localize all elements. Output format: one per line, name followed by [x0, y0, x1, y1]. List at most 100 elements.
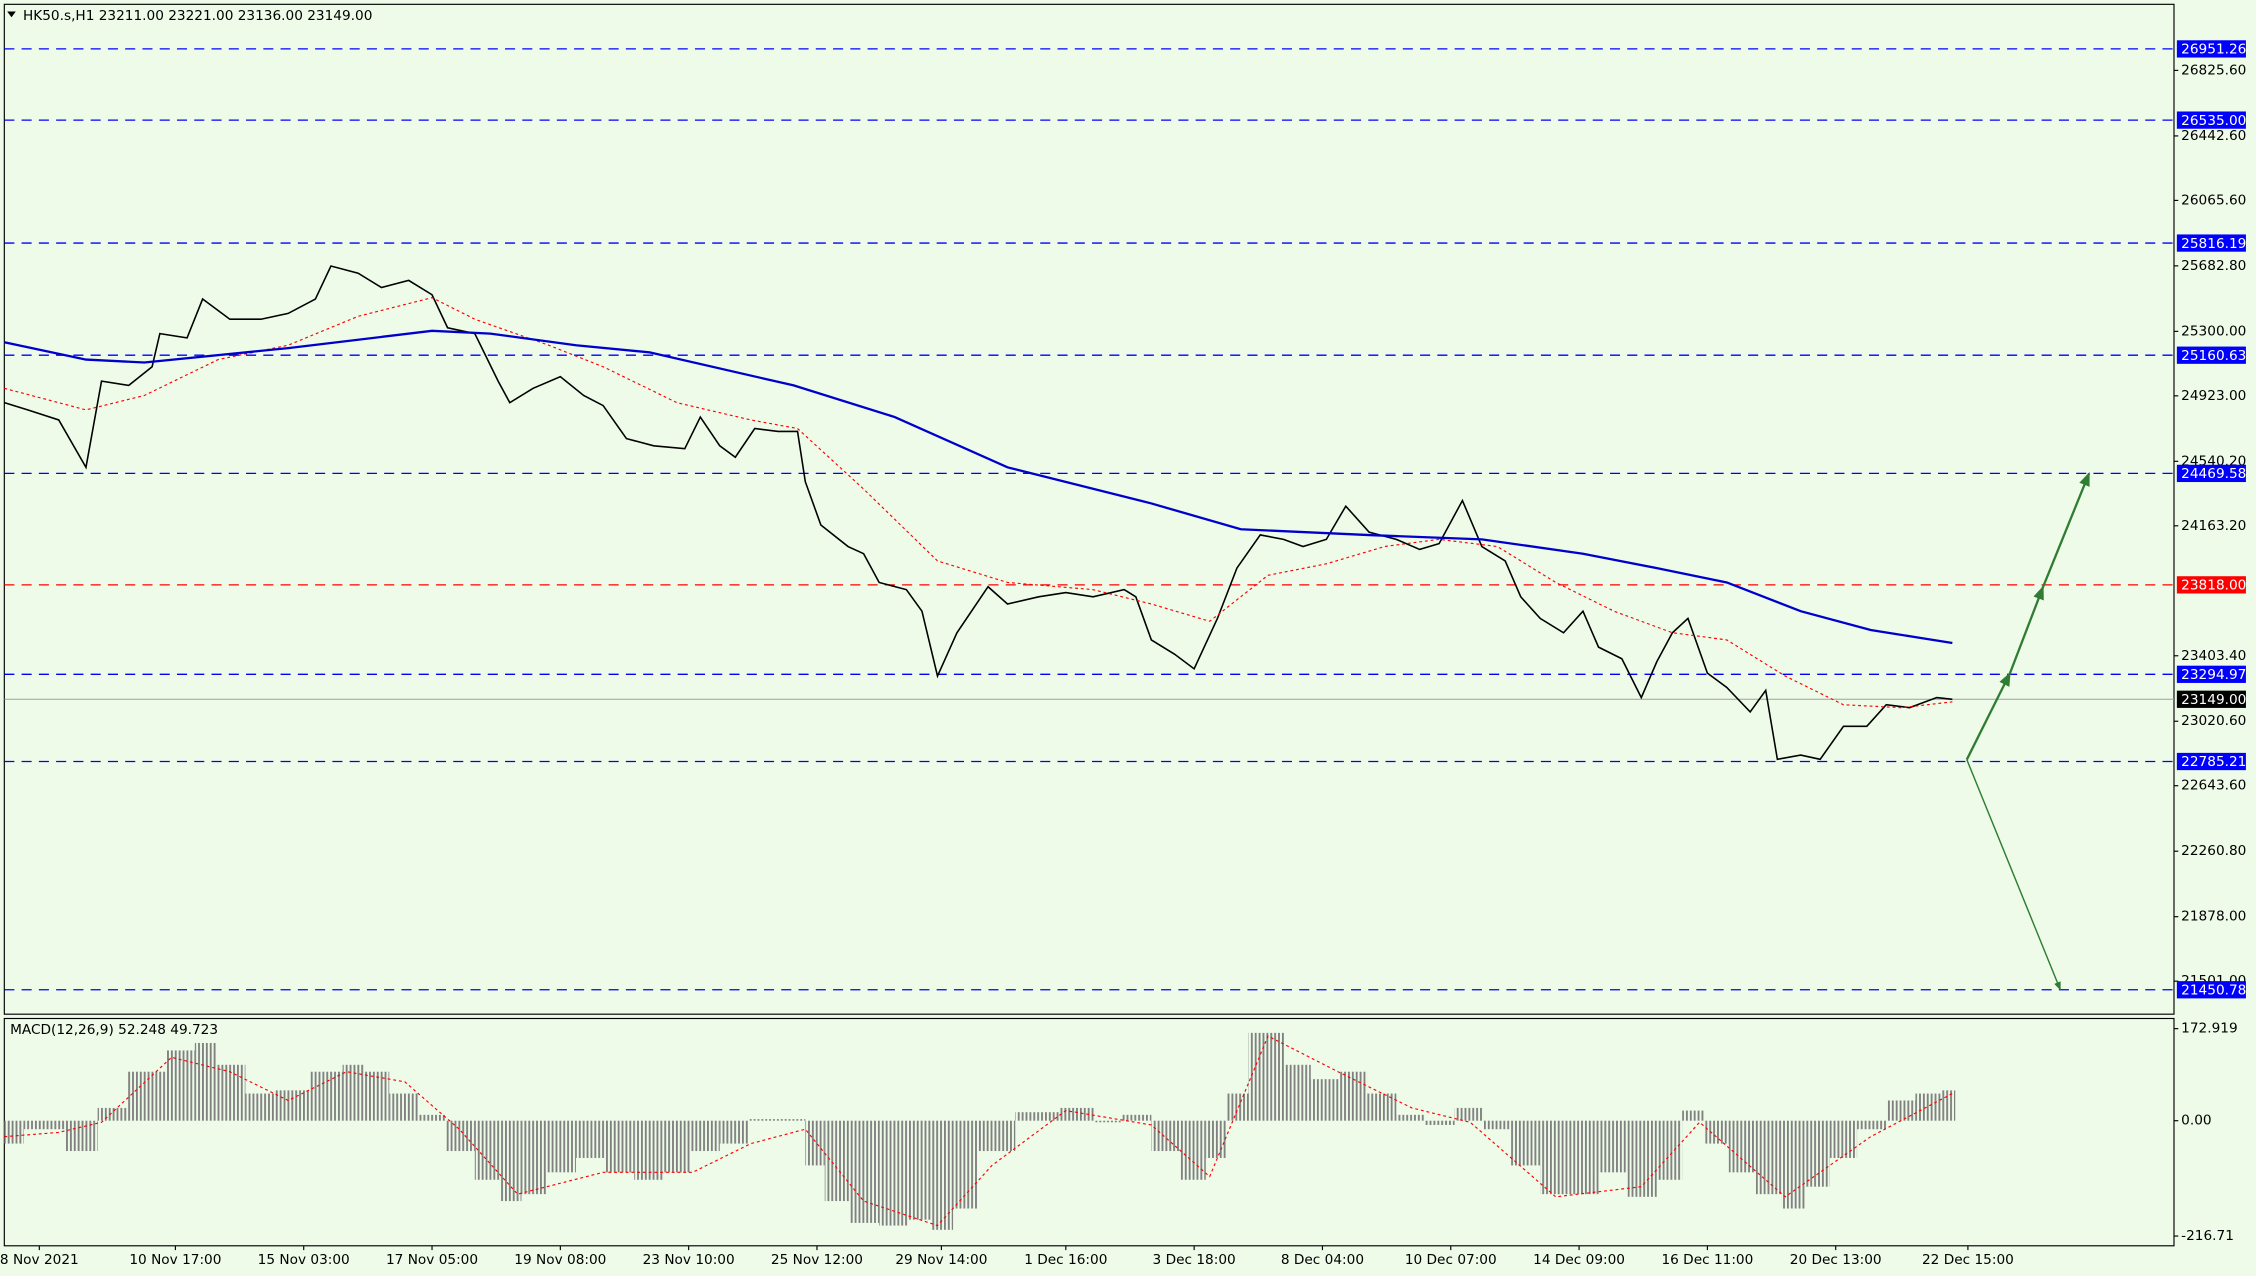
- histogram-bar: [1248, 1032, 1269, 1121]
- x-tick-label: 8 Nov 2021: [0, 1252, 79, 1268]
- x-tick-label: 10 Dec 07:00: [1405, 1252, 1497, 1268]
- histogram-bar: [1285, 1064, 1311, 1121]
- histogram-bar: [1268, 1032, 1286, 1121]
- y-tick-label: 0.00: [2181, 1113, 2211, 1129]
- histogram-bar: [780, 1119, 806, 1121]
- histogram-bar: [1728, 1120, 1756, 1173]
- histogram-bar: [445, 1120, 475, 1152]
- histogram-bar: [126, 1071, 166, 1121]
- histogram-bar: [342, 1064, 364, 1121]
- histogram-bar: [1059, 1107, 1095, 1121]
- histogram-bar: [1886, 1100, 1916, 1121]
- series-line: [4, 329, 1953, 645]
- x-tick-label: 19 Nov 08:00: [514, 1252, 606, 1268]
- level-label: 24469.58: [2181, 466, 2246, 482]
- histogram-bar: [824, 1120, 851, 1202]
- x-tick-label: 17 Nov 05:00: [386, 1252, 478, 1268]
- histogram-bar: [575, 1120, 606, 1158]
- histogram-bar: [194, 1042, 217, 1121]
- histogram-bar: [1425, 1120, 1455, 1125]
- histogram-bar: [165, 1050, 195, 1121]
- histogram-bar: [418, 1114, 446, 1121]
- macd-title: MACD(12,26,9) 52.248 49.723: [10, 1022, 218, 1038]
- chart-title: HK50.s,H1 23211.00 23221.00 23136.00 231…: [23, 8, 372, 24]
- x-tick-label: 29 Nov 14:00: [895, 1252, 987, 1268]
- arrow: [1965, 672, 2011, 761]
- histogram-bar: [1598, 1120, 1628, 1173]
- histogram-bar: [1015, 1112, 1060, 1121]
- series-line: [4, 1035, 1953, 1227]
- histogram-bar: [850, 1120, 880, 1223]
- level-label-box: [2176, 665, 2246, 683]
- histogram-bar: [663, 1120, 691, 1173]
- price-panel: [3, 3, 2175, 1015]
- forecast-arrows: [1965, 472, 2091, 991]
- y-tick-label: 26825.60: [2181, 62, 2246, 78]
- arrow: [2008, 585, 2045, 674]
- histogram-bar: [245, 1093, 275, 1121]
- histogram-bar: [1180, 1120, 1206, 1180]
- histogram-bar: [1682, 1110, 1704, 1121]
- y-tick-label: 21878.00: [2181, 909, 2246, 925]
- level-label-box: [2176, 752, 2246, 771]
- current-price-box: [2176, 690, 2246, 708]
- level-label: 25816.19: [2181, 236, 2246, 252]
- y-tick-label: 26065.60: [2181, 192, 2246, 208]
- series-line: [4, 265, 1953, 761]
- histogram-bar: [748, 1119, 781, 1121]
- histogram-bar: [1804, 1120, 1830, 1187]
- histogram-bar: [805, 1120, 825, 1166]
- x-tick-label: 3 Dec 18:00: [1153, 1252, 1236, 1268]
- y-tick-label: 22260.80: [2181, 843, 2246, 859]
- histogram-bar: [1857, 1120, 1887, 1130]
- x-tick-label: 25 Nov 12:00: [771, 1252, 863, 1268]
- x-tick-label: 14 Dec 09:00: [1533, 1252, 1625, 1268]
- histogram-bar: [363, 1071, 390, 1121]
- level-label-box: [2176, 981, 2246, 999]
- x-tick-label: 10 Nov 17:00: [129, 1252, 221, 1268]
- y-tick-label: -216.71: [2181, 1228, 2234, 1244]
- level-label: 25160.63: [2181, 348, 2246, 364]
- histogram-bar: [274, 1090, 310, 1121]
- histogram-bar: [1205, 1120, 1228, 1158]
- level-label-box: [2176, 111, 2246, 129]
- histogram-bar: [546, 1120, 576, 1173]
- histogram-bar: [500, 1120, 522, 1202]
- histogram-bar: [879, 1120, 909, 1226]
- histogram-bar: [97, 1107, 127, 1121]
- x-tick-label: 15 Nov 03:00: [258, 1252, 350, 1268]
- x-tick-label: 16 Dec 11:00: [1661, 1252, 1753, 1268]
- y-tick-label: 23403.40: [2181, 648, 2246, 664]
- histogram-bar: [1569, 1120, 1599, 1195]
- histogram-bar: [1122, 1114, 1152, 1121]
- level-label-box: [2176, 40, 2246, 58]
- level-label: 23818.00: [2181, 578, 2246, 594]
- histogram-bar: [1310, 1079, 1340, 1121]
- menu-arrow[interactable]: [7, 11, 16, 18]
- histogram-bar: [1396, 1114, 1426, 1121]
- y-tick-label: 25682.80: [2181, 258, 2246, 274]
- y-tick-label: 172.919: [2181, 1021, 2237, 1037]
- histogram-bar: [1940, 1090, 1956, 1121]
- histogram-bar: [389, 1093, 419, 1121]
- histogram-bar: [605, 1120, 635, 1173]
- histogram-bar: [1094, 1120, 1123, 1123]
- histogram-bar: [1703, 1120, 1729, 1144]
- histogram-bar: [1454, 1107, 1484, 1121]
- x-tick-label: 8 Dec 04:00: [1281, 1252, 1364, 1268]
- y-tick-label: 22643.60: [2181, 778, 2246, 794]
- histogram-bar: [1540, 1120, 1570, 1195]
- histogram-bar: [978, 1120, 1016, 1152]
- histogram-bar: [908, 1120, 932, 1220]
- level-label-box: [2176, 464, 2246, 483]
- histogram-bar: [719, 1120, 749, 1144]
- histogram-bar: [634, 1120, 664, 1180]
- x-tick-label: 23 Nov 10:00: [643, 1252, 735, 1268]
- histogram-bar: [1829, 1120, 1858, 1158]
- series-line: [4, 297, 1953, 709]
- arrow: [2041, 472, 2091, 588]
- histogram-bar: [1656, 1120, 1683, 1180]
